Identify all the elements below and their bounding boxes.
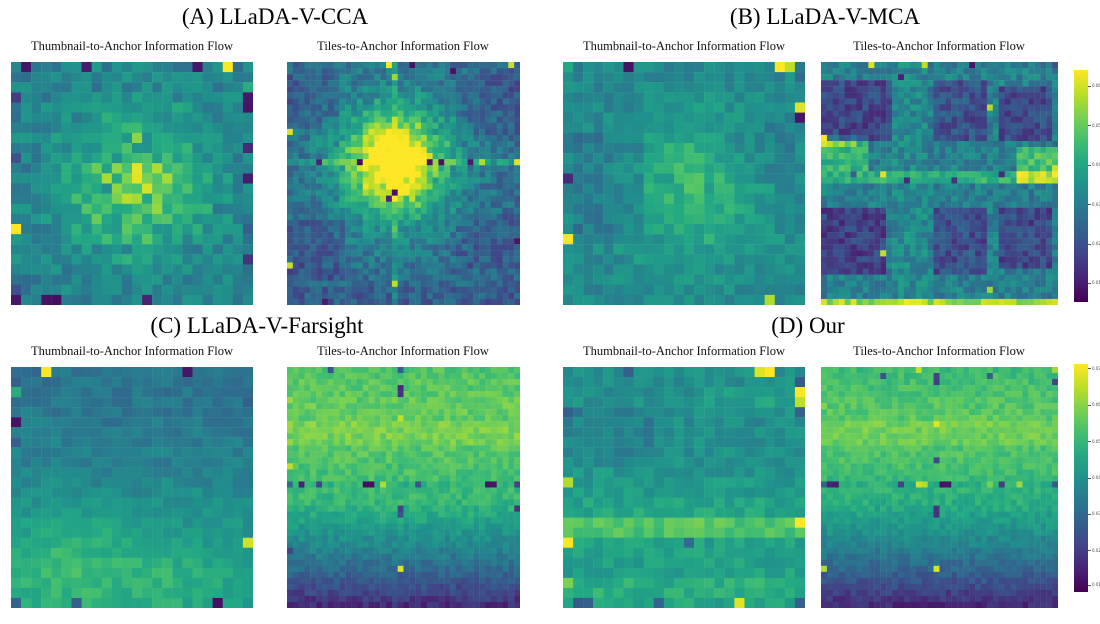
colorbar-tick-label: 0.06 xyxy=(1092,402,1100,408)
colorbar-tick: 0.07 xyxy=(1088,365,1100,371)
subplot-title-c-tiles: Tiles-to-Anchor Information Flow xyxy=(317,344,489,358)
heatmap-c-tiles xyxy=(287,367,520,608)
colorbar-tick: 0.04 xyxy=(1088,163,1100,167)
colorbar-b-gradient xyxy=(1074,70,1088,302)
colorbar-tick-label: 0.07 xyxy=(1092,365,1100,371)
colorbar-b: 0.06 0.05 0.04 0.03 0.02 0.01 xyxy=(1074,70,1100,302)
colorbar-tick: 0.03 xyxy=(1088,512,1100,516)
colorbar-d: 0.07 0.06 0.05 0.04 0.03 0.02 0.01 xyxy=(1074,364,1100,592)
colorbar-tick: 0.02 xyxy=(1088,242,1100,246)
colorbar-tick-mark xyxy=(1088,282,1091,284)
heatmap-d-tiles xyxy=(821,367,1058,608)
panel-d-title: (D) Our xyxy=(771,313,845,338)
subplot-title-d-tiles: Tiles-to-Anchor Information Flow xyxy=(853,344,1025,358)
colorbar-b-ticks: 0.06 0.05 0.04 0.03 0.02 0.01 xyxy=(1088,70,1100,302)
colorbar-tick-mark xyxy=(1088,125,1091,127)
colorbar-tick-label: 0.01 xyxy=(1092,280,1100,286)
heatmap-a-tiles xyxy=(287,62,520,305)
colorbar-tick-label: 0.04 xyxy=(1092,162,1100,168)
colorbar-tick: 0.06 xyxy=(1088,84,1100,88)
heatmap-b-thumbnail xyxy=(563,62,805,305)
colorbar-tick: 0.01 xyxy=(1088,281,1100,285)
subplot-title-c-thumbnail: Thumbnail-to-Anchor Information Flow xyxy=(30,344,234,358)
colorbar-tick-mark xyxy=(1088,441,1091,443)
colorbar-tick-mark xyxy=(1088,368,1091,370)
colorbar-tick-label: 0.06 xyxy=(1092,83,1100,89)
colorbar-d-gradient xyxy=(1074,364,1088,592)
colorbar-tick-label: 0.01 xyxy=(1092,582,1100,588)
colorbar-tick: 0.06 xyxy=(1088,403,1100,407)
colorbar-tick: 0.01 xyxy=(1088,583,1100,587)
colorbar-tick-mark xyxy=(1088,550,1091,552)
colorbar-tick-mark xyxy=(1088,513,1091,515)
colorbar-tick-label: 0.03 xyxy=(1092,201,1100,207)
colorbar-tick: 0.04 xyxy=(1088,476,1100,480)
heatmap-a-thumbnail xyxy=(11,62,253,305)
colorbar-tick-mark xyxy=(1088,477,1091,479)
subplot-title-a-thumbnail: Thumbnail-to-Anchor Information Flow xyxy=(30,39,234,53)
subplot-title-d-thumbnail: Thumbnail-to-Anchor Information Flow xyxy=(582,344,786,358)
colorbar-tick-mark xyxy=(1088,404,1091,406)
colorbar-tick: 0.03 xyxy=(1088,201,1100,207)
colorbar-tick: 0.02 xyxy=(1088,547,1100,553)
heatmap-c-thumbnail xyxy=(11,367,253,608)
colorbar-tick: 0.05 xyxy=(1088,438,1100,444)
colorbar-tick-mark xyxy=(1088,204,1091,206)
colorbar-tick-label: 0.03 xyxy=(1092,511,1100,517)
colorbar-tick-label: 0.02 xyxy=(1092,547,1100,553)
colorbar-tick-mark xyxy=(1088,243,1091,245)
subplot-title-a-tiles: Tiles-to-Anchor Information Flow xyxy=(317,39,489,53)
heatmap-b-tiles xyxy=(821,62,1058,305)
colorbar-tick-mark xyxy=(1088,584,1091,586)
panel-b-title: (B) LLaDA-V-MCA xyxy=(729,4,921,29)
subplot-title-b-thumbnail: Thumbnail-to-Anchor Information Flow xyxy=(582,39,786,53)
heatmap-d-thumbnail xyxy=(563,367,805,608)
panel-a-title: (A) LLaDA-V-CCA xyxy=(181,4,369,29)
colorbar-tick-mark xyxy=(1088,164,1091,166)
colorbar-tick-mark xyxy=(1088,85,1091,87)
panel-c-title: (C) LLaDA-V-Farsight xyxy=(150,313,364,338)
colorbar-d-ticks: 0.07 0.06 0.05 0.04 0.03 0.02 0.01 xyxy=(1088,364,1100,592)
colorbar-tick-label: 0.05 xyxy=(1092,438,1100,444)
colorbar-tick: 0.05 xyxy=(1088,122,1100,128)
subplot-title-b-tiles: Tiles-to-Anchor Information Flow xyxy=(853,39,1025,53)
colorbar-tick-label: 0.02 xyxy=(1092,241,1100,246)
colorbar-tick-label: 0.05 xyxy=(1092,122,1100,128)
colorbar-tick-label: 0.04 xyxy=(1092,475,1100,480)
